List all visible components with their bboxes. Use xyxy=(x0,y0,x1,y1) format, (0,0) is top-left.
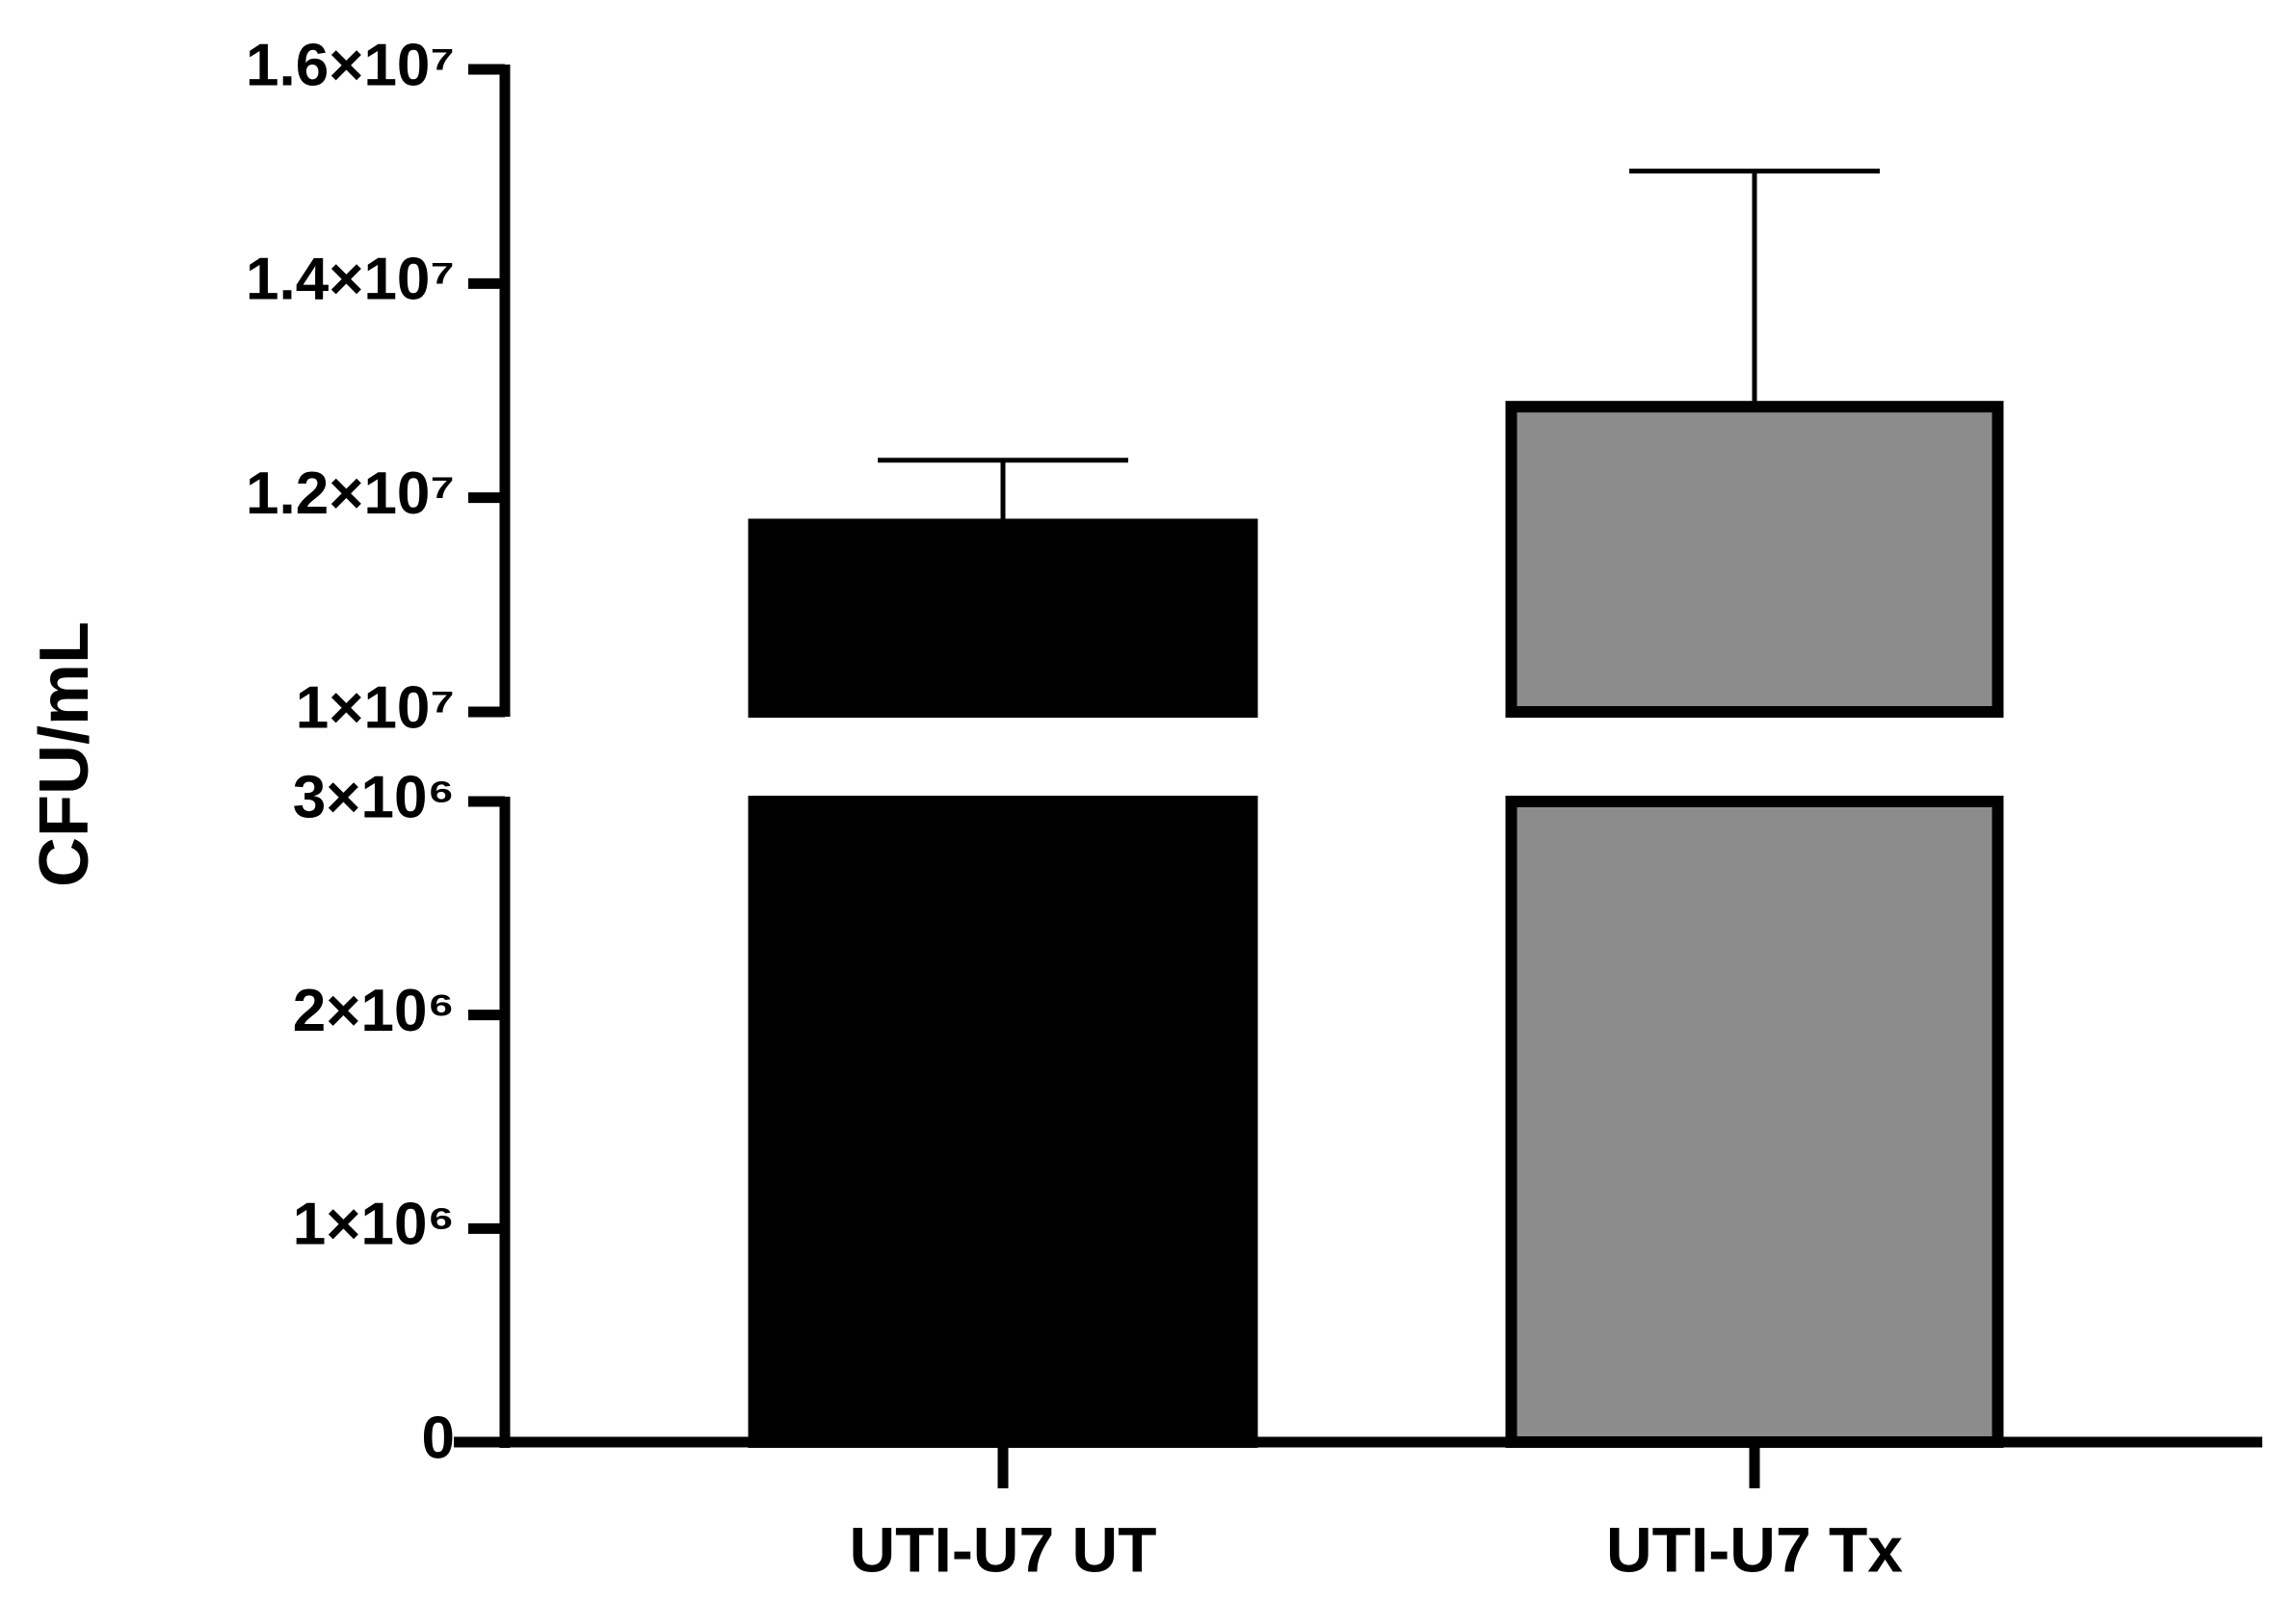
y-tick-label: 1.4×10⁷ xyxy=(246,247,455,313)
y-tick-label: 1.6×10⁷ xyxy=(246,32,455,98)
y-tick-label: 3×10⁶ xyxy=(293,764,455,830)
y-axis-label: CFU/mL xyxy=(26,621,103,887)
bar xyxy=(1505,401,2004,718)
y-tick-label: 0 xyxy=(422,1405,455,1471)
y-tick-label: 2×10⁶ xyxy=(293,978,455,1044)
bar xyxy=(748,796,1258,1448)
x-tick-label: UTI-U7 Tx xyxy=(1606,1513,1903,1585)
axis-break xyxy=(674,718,2120,796)
y-tick-label: 1.2×10⁷ xyxy=(246,460,455,527)
y-tick-label: 1×10⁶ xyxy=(293,1192,455,1258)
bar xyxy=(1505,796,2004,1448)
bar xyxy=(748,518,1258,718)
y-tick-label: 1×10⁷ xyxy=(296,674,455,741)
x-tick-label: UTI-U7 UT xyxy=(850,1513,1157,1585)
